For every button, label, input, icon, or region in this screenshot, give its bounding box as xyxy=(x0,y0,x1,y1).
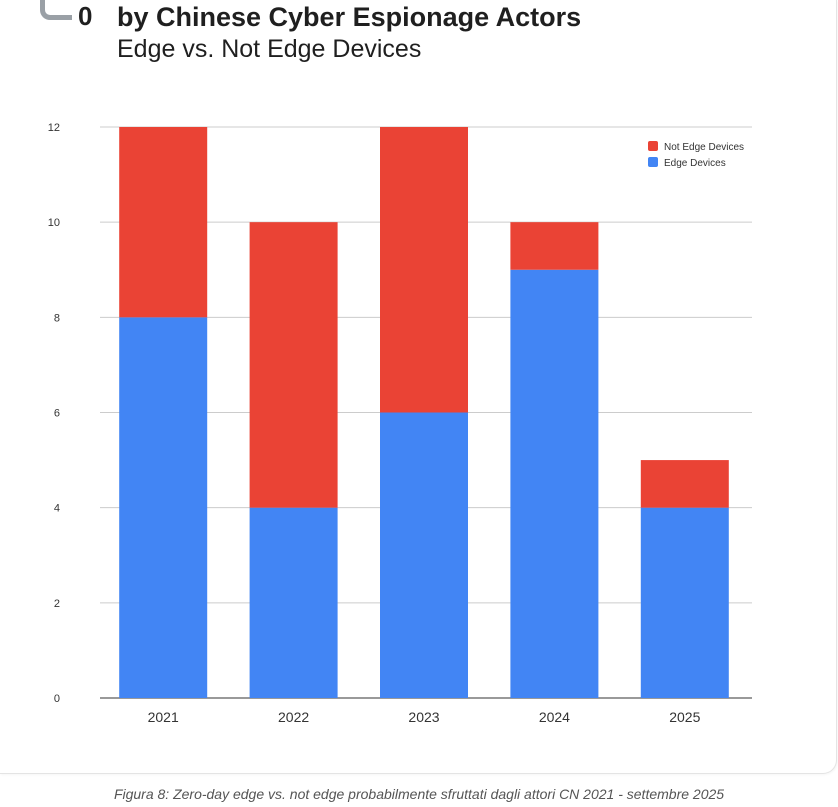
legend-label-edge: Edge Devices xyxy=(664,158,726,169)
bar-edge-2024 xyxy=(510,269,599,698)
bar-edge-2025 xyxy=(640,507,729,698)
y-tick-label-2: 2 xyxy=(54,598,60,610)
bar-not-edge-2024 xyxy=(510,222,599,270)
y-tick-label-6: 6 xyxy=(54,408,60,420)
x-tick-label-2025: 2025 xyxy=(669,709,700,725)
bar-not-edge-2022 xyxy=(249,222,338,508)
bar-not-edge-2025 xyxy=(640,460,729,508)
bar-edge-2023 xyxy=(380,412,468,698)
bar-edge-2021 xyxy=(119,317,208,698)
y-tick-label-4: 4 xyxy=(54,503,60,515)
x-tick-label-2021: 2021 xyxy=(148,709,179,725)
chart-card: 0 by Chinese Cyber Espionage Actors Edge… xyxy=(0,0,837,774)
y-tick-label-12: 12 xyxy=(48,122,60,134)
x-tick-label-2023: 2023 xyxy=(408,709,439,725)
y-tick-label-0: 0 xyxy=(54,693,60,705)
chart-subtitle: Edge vs. Not Edge Devices xyxy=(117,35,422,63)
x-tick-label-2022: 2022 xyxy=(278,709,309,725)
x-tick-label-2024: 2024 xyxy=(539,709,570,725)
y-tick-label-8: 8 xyxy=(54,312,60,324)
bar-not-edge-2021 xyxy=(119,127,208,318)
y-tick-label-10: 10 xyxy=(48,217,60,229)
bar-edge-2022 xyxy=(249,507,338,698)
bar-not-edge-2023 xyxy=(380,127,468,413)
logo-digit: 0 xyxy=(78,1,93,31)
legend-swatch-not-edge xyxy=(648,141,658,151)
legend-swatch-edge xyxy=(648,157,658,167)
legend-label-not-edge: Not Edge Devices xyxy=(664,142,744,153)
logo-bracket-icon xyxy=(40,0,72,20)
stacked-bar-chart: 0 2 4 6 8 10 12 2021 2022 2023 2024 2025 Not Edge De… xyxy=(48,122,752,725)
chart-title: by Chinese Cyber Espionage Actors xyxy=(117,2,582,32)
figure-caption: Figura 8: Zero-day edge vs. not edge pro… xyxy=(113,786,725,802)
